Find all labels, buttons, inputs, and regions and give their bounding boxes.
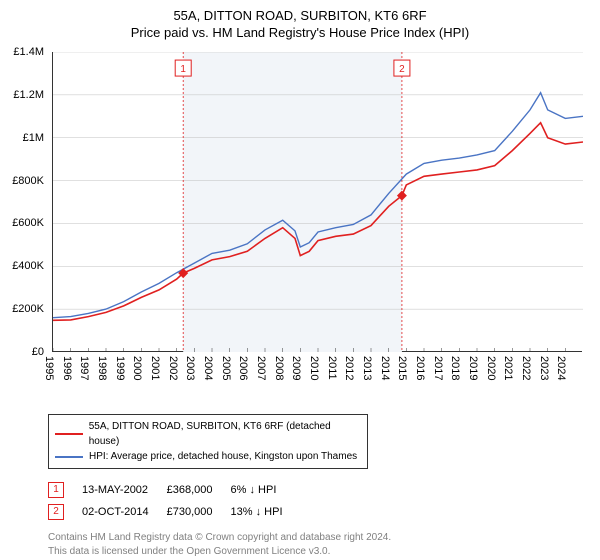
x-tick-label: 1996 xyxy=(61,356,73,380)
x-axis-labels: 1995199619971998199920002001200220032004… xyxy=(52,354,582,404)
x-tick-label: 2012 xyxy=(343,356,355,380)
footer-line-1: Contains HM Land Registry data © Crown c… xyxy=(48,531,592,545)
x-tick-label: 1998 xyxy=(96,356,108,380)
legend-row-2: HPI: Average price, detached house, King… xyxy=(55,449,361,464)
table-row: 1 13-MAY-2002 £368,000 6% ↓ HPI xyxy=(48,479,301,501)
x-tick-label: 2021 xyxy=(502,356,514,380)
sales-table: 1 13-MAY-2002 £368,000 6% ↓ HPI 2 02-OCT… xyxy=(48,479,301,523)
x-tick-label: 2017 xyxy=(432,356,444,380)
sale-price-1: £368,000 xyxy=(167,479,231,501)
x-tick-label: 2020 xyxy=(485,356,497,380)
y-tick-label: £200K xyxy=(12,303,44,315)
x-tick-label: 2024 xyxy=(555,356,567,380)
x-tick-label: 2002 xyxy=(167,356,179,380)
svg-text:2: 2 xyxy=(399,64,405,75)
x-tick-label: 2010 xyxy=(308,356,320,380)
x-tick-label: 2004 xyxy=(202,356,214,380)
x-tick-label: 1999 xyxy=(114,356,126,380)
y-tick-label: £1M xyxy=(23,132,44,144)
footer-line-2: This data is licensed under the Open Gov… xyxy=(48,545,592,559)
x-tick-label: 2018 xyxy=(449,356,461,380)
plot-svg: 12 xyxy=(53,52,583,352)
x-tick-label: 2006 xyxy=(237,356,249,380)
x-tick-label: 2005 xyxy=(220,356,232,380)
sale-diff-2: 13% ↓ HPI xyxy=(231,501,301,523)
x-tick-label: 2022 xyxy=(520,356,532,380)
x-tick-label: 2008 xyxy=(273,356,285,380)
x-tick-label: 1995 xyxy=(43,356,55,380)
svg-text:1: 1 xyxy=(180,64,186,75)
legend-swatch-1 xyxy=(55,433,83,435)
chart-area: £0£200K£400K£600K£800K£1M£1.2M£1.4M 12 1… xyxy=(8,48,592,408)
legend-row-1: 55A, DITTON ROAD, SURBITON, KT6 6RF (det… xyxy=(55,419,361,449)
legend-box: 55A, DITTON ROAD, SURBITON, KT6 6RF (det… xyxy=(48,414,368,469)
y-tick-label: £400K xyxy=(12,260,44,272)
footer: Contains HM Land Registry data © Crown c… xyxy=(48,531,592,559)
x-tick-label: 2011 xyxy=(326,356,338,380)
x-tick-label: 2001 xyxy=(149,356,161,380)
legend-text-1: 55A, DITTON ROAD, SURBITON, KT6 6RF (det… xyxy=(89,419,361,449)
y-tick-label: £600K xyxy=(12,217,44,229)
x-tick-label: 2014 xyxy=(379,356,391,380)
legend-text-2: HPI: Average price, detached house, King… xyxy=(89,449,357,464)
legend-swatch-2 xyxy=(55,456,83,458)
sale-diff-1: 6% ↓ HPI xyxy=(231,479,301,501)
sale-date-2: 02-OCT-2014 xyxy=(82,501,167,523)
x-tick-label: 2023 xyxy=(538,356,550,380)
y-axis-labels: £0£200K£400K£600K£800K£1M£1.2M£1.4M xyxy=(8,52,48,352)
x-tick-label: 2016 xyxy=(414,356,426,380)
x-tick-label: 1997 xyxy=(78,356,90,380)
x-tick-label: 2003 xyxy=(184,356,196,380)
title-sub: Price paid vs. HM Land Registry's House … xyxy=(8,25,592,40)
sale-marker-1: 1 xyxy=(48,482,64,498)
sale-price-2: £730,000 xyxy=(167,501,231,523)
sale-marker-2: 2 xyxy=(48,504,64,520)
plot-region: 12 xyxy=(52,52,582,352)
x-tick-label: 2007 xyxy=(255,356,267,380)
x-tick-label: 2013 xyxy=(361,356,373,380)
y-tick-label: £800K xyxy=(12,175,44,187)
x-tick-label: 2009 xyxy=(290,356,302,380)
y-tick-label: £1.4M xyxy=(13,46,44,58)
x-tick-label: 2019 xyxy=(467,356,479,380)
x-tick-label: 2015 xyxy=(396,356,408,380)
x-tick-label: 2000 xyxy=(131,356,143,380)
y-tick-label: £1.2M xyxy=(13,89,44,101)
title-main: 55A, DITTON ROAD, SURBITON, KT6 6RF xyxy=(8,8,592,23)
chart-container: 55A, DITTON ROAD, SURBITON, KT6 6RF Pric… xyxy=(0,0,600,560)
sale-date-1: 13-MAY-2002 xyxy=(82,479,167,501)
table-row: 2 02-OCT-2014 £730,000 13% ↓ HPI xyxy=(48,501,301,523)
